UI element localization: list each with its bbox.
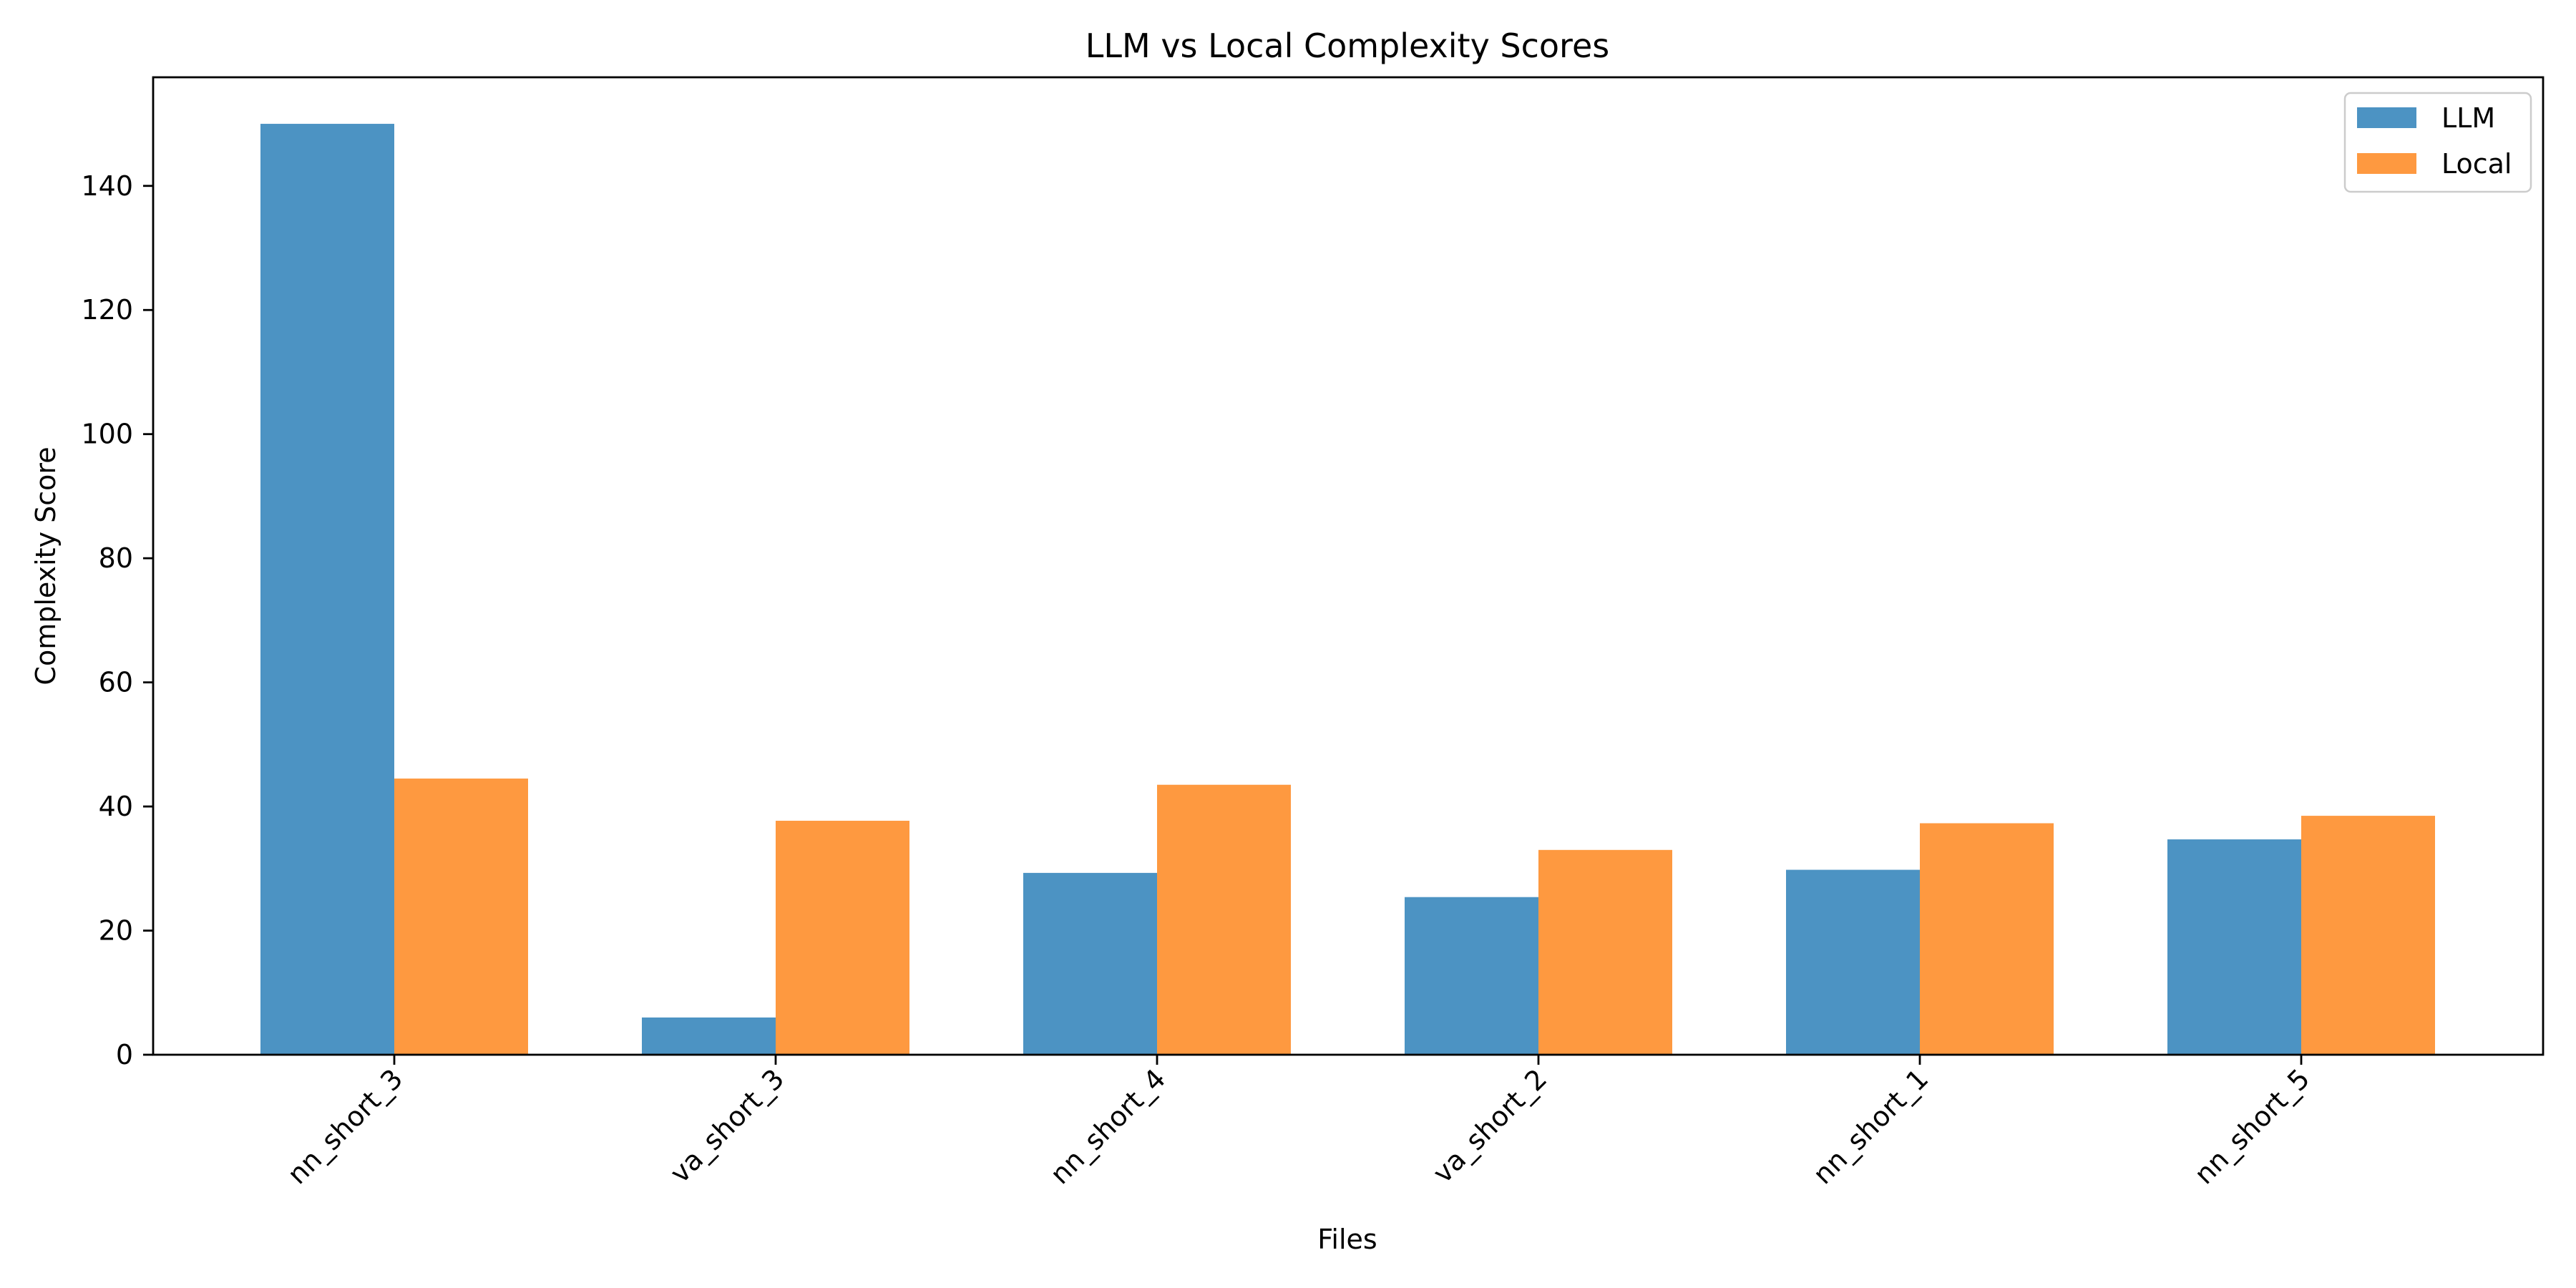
bar-llm-va_short_2 [1405,897,1538,1055]
y-axis-label: Complexity Score [30,447,62,685]
legend-label-local: Local [2441,148,2512,180]
y-axis: 0 20 40 60 80 100 120 140 [81,170,153,1070]
bar-local-nn_short_5 [2301,816,2435,1055]
bar-local-nn_short_1 [1920,823,2054,1055]
bar-llm-nn_short_1 [1786,869,1920,1055]
y-tick-label: 120 [81,294,133,326]
bar-llm-nn_short_3 [260,124,394,1055]
x-axis-label: Files [1317,1224,1377,1255]
bar-local-nn_short_4 [1157,784,1291,1055]
y-tick-label: 40 [99,791,133,822]
y-tick-label: 100 [81,419,133,450]
legend: LLM Local [2343,92,2532,193]
legend-label-llm: LLM [2441,102,2495,134]
legend-swatch-llm [2357,107,2416,128]
bar-llm-nn_short_4 [1023,872,1157,1055]
y-tick-label: 0 [116,1039,133,1070]
y-tick-label: 80 [99,542,133,574]
legend-swatch-local [2357,153,2416,174]
y-tick-label: 140 [81,170,133,202]
bar-local-nn_short_3 [394,779,528,1055]
y-tick-label: 60 [99,667,133,698]
bar-llm-nn_short_5 [2167,839,2301,1055]
chart-title: LLM vs Local Complexity Scores [1085,26,1609,65]
bar-local-va_short_2 [1538,849,1672,1055]
bar-local-va_short_3 [776,821,909,1055]
bars-layer [260,124,2435,1055]
plot-area-frame [152,76,2545,1056]
bar-llm-va_short_3 [642,1017,776,1055]
y-tick-label: 20 [99,915,133,947]
